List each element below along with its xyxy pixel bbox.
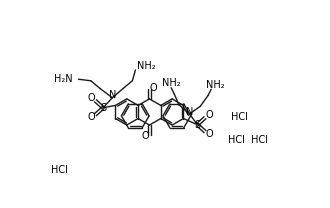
Text: N: N	[109, 90, 116, 100]
Text: O: O	[142, 131, 149, 141]
Text: S: S	[194, 120, 200, 130]
Text: O: O	[88, 112, 95, 122]
Text: O: O	[205, 129, 213, 139]
Text: O: O	[205, 110, 213, 120]
Text: NH₂: NH₂	[207, 80, 225, 90]
Text: N: N	[186, 106, 193, 117]
Text: HCl: HCl	[50, 165, 67, 175]
Text: S: S	[100, 103, 106, 113]
Text: H₂N: H₂N	[54, 74, 72, 84]
Text: HCl: HCl	[231, 112, 248, 122]
Text: NH₂: NH₂	[162, 78, 181, 88]
Text: HCl  HCl: HCl HCl	[228, 135, 268, 145]
Text: NH₂: NH₂	[137, 61, 156, 71]
Text: O: O	[88, 93, 95, 104]
Text: O: O	[149, 83, 157, 93]
